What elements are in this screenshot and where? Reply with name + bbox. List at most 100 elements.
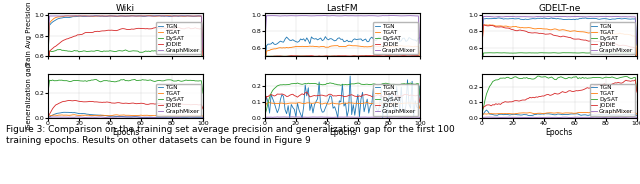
- Y-axis label: Generalization gap: Generalization gap: [26, 63, 32, 129]
- Line: JODIE: JODIE: [482, 25, 637, 65]
- JODIE: [490, 25, 498, 27]
- JODIE: [632, 79, 639, 81]
- GraphMixer: [83, 15, 91, 17]
- JODIE: [596, 40, 604, 42]
- GraphMixer: [272, 116, 280, 118]
- JODIE: [55, 43, 63, 45]
- TGN: [588, 17, 596, 20]
- JODIE: [66, 99, 74, 102]
- TGN: [490, 114, 498, 116]
- Line: TGAT: TGAT: [482, 112, 637, 115]
- TGAT: [272, 102, 280, 105]
- Legend: TGN, TGAT, DySAT, JODIE, GraphMixer: TGN, TGAT, DySAT, JODIE, GraphMixer: [589, 84, 635, 116]
- DySAT: [272, 86, 280, 89]
- GraphMixer: [300, 15, 307, 17]
- Text: Figure 3: Comparison on the training set average precision and generalization ga: Figure 3: Comparison on the training set…: [6, 125, 455, 144]
- JODIE: [369, 54, 377, 57]
- Line: DySAT: DySAT: [265, 83, 420, 115]
- DySAT: [549, 52, 557, 54]
- JODIE: [261, 102, 269, 104]
- TGN: [334, 37, 342, 40]
- DySAT: [586, 52, 594, 54]
- DySAT: [334, 84, 342, 86]
- JODIE: [332, 55, 340, 57]
- JODIE: [139, 102, 147, 105]
- TGAT: [489, 113, 497, 115]
- TGN: [139, 116, 147, 119]
- Line: DySAT: DySAT: [48, 79, 203, 93]
- TGAT: [416, 63, 424, 65]
- GraphMixer: [596, 15, 604, 18]
- GraphMixer: [516, 116, 524, 118]
- TGN: [573, 113, 580, 115]
- GraphMixer: [416, 116, 424, 118]
- TGAT: [44, 54, 52, 56]
- TGN: [154, 116, 162, 118]
- GraphMixer: [162, 116, 170, 118]
- DySAT: [379, 55, 387, 57]
- Legend: TGN, TGAT, DySAT, JODIE, GraphMixer: TGN, TGAT, DySAT, JODIE, GraphMixer: [156, 84, 201, 116]
- TGAT: [633, 55, 640, 57]
- GraphMixer: [586, 116, 594, 118]
- Line: TGN: TGN: [482, 110, 637, 116]
- DySAT: [551, 78, 559, 81]
- TGN: [334, 117, 342, 119]
- DySAT: [489, 52, 497, 54]
- DySAT: [489, 80, 497, 83]
- GraphMixer: [83, 116, 91, 118]
- JODIE: [479, 24, 487, 26]
- TGN: [380, 103, 388, 105]
- TGAT: [594, 112, 602, 114]
- TGN: [379, 37, 387, 39]
- Title: GDELT-ne: GDELT-ne: [538, 4, 580, 13]
- TGN: [346, 75, 354, 77]
- JODIE: [489, 104, 497, 106]
- TGN: [495, 17, 503, 19]
- GraphMixer: [627, 116, 634, 118]
- GraphMixer: [478, 116, 486, 119]
- DySAT: [588, 77, 596, 79]
- X-axis label: Epochs: Epochs: [329, 128, 356, 137]
- JODIE: [137, 27, 145, 30]
- Line: GraphMixer: GraphMixer: [48, 16, 203, 50]
- JODIE: [272, 94, 280, 97]
- Line: TGN: TGN: [265, 37, 420, 72]
- Line: DySAT: DySAT: [265, 56, 420, 70]
- Line: TGN: TGN: [48, 112, 203, 118]
- JODIE: [300, 94, 307, 96]
- Line: DySAT: DySAT: [48, 49, 203, 73]
- JODIE: [551, 34, 559, 36]
- TGAT: [549, 112, 557, 114]
- GraphMixer: [148, 116, 156, 119]
- JODIE: [633, 64, 640, 66]
- JODIE: [379, 95, 387, 98]
- TGAT: [300, 45, 307, 48]
- TGAT: [154, 114, 162, 116]
- TGAT: [137, 15, 145, 17]
- TGN: [321, 36, 329, 38]
- TGAT: [588, 31, 596, 34]
- TGAT: [162, 114, 170, 116]
- GraphMixer: [549, 116, 557, 118]
- TGAT: [354, 102, 362, 105]
- DySAT: [354, 55, 362, 57]
- TGAT: [163, 15, 171, 17]
- GraphMixer: [159, 15, 166, 17]
- TGN: [518, 114, 526, 116]
- GraphMixer: [489, 116, 497, 118]
- TGAT: [161, 15, 168, 17]
- TGAT: [117, 114, 125, 116]
- JODIE: [356, 95, 364, 97]
- GraphMixer: [354, 15, 362, 17]
- GraphMixer: [301, 116, 309, 118]
- GraphMixer: [483, 15, 490, 17]
- JODIE: [300, 55, 307, 57]
- TGAT: [115, 15, 123, 17]
- TGAT: [379, 45, 387, 47]
- TGN: [199, 49, 207, 51]
- TGN: [261, 70, 269, 73]
- TGAT: [300, 103, 307, 105]
- TGN: [478, 44, 486, 46]
- DySAT: [516, 52, 524, 54]
- DySAT: [416, 94, 424, 96]
